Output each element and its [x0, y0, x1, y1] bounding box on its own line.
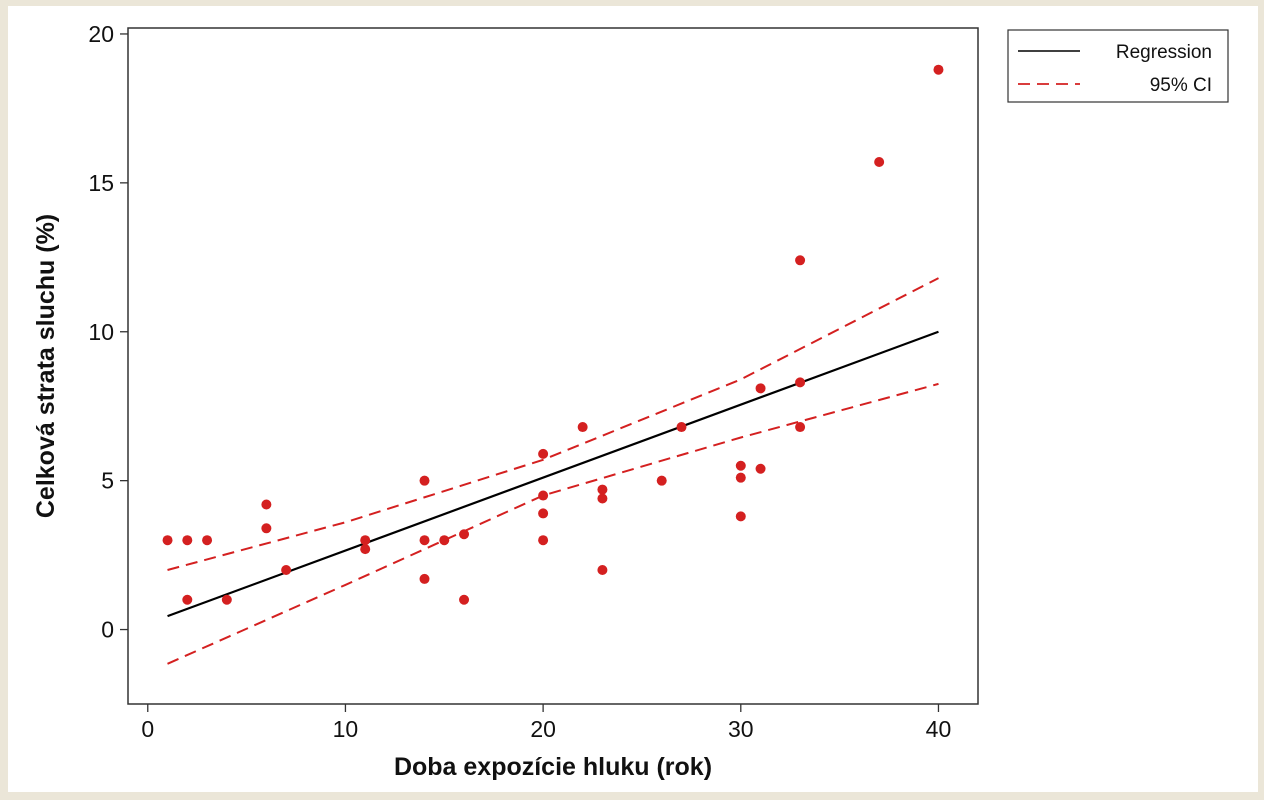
data-point: [202, 535, 213, 546]
data-point: [795, 377, 806, 388]
ci-upper-line: [167, 277, 939, 571]
data-point: [459, 529, 470, 540]
y-tick-label: 5: [101, 468, 114, 494]
data-point: [182, 535, 193, 546]
confidence-interval-lines: [167, 277, 939, 665]
x-axis-title: Doba expozície hluku (rok): [394, 753, 712, 781]
legend-ci-label: 95% CI: [1150, 75, 1212, 96]
data-point: [597, 484, 608, 495]
y-axis-title: Celková strata sluchu (%): [32, 214, 60, 518]
y-tick-label: 15: [88, 170, 114, 196]
data-point: [795, 255, 806, 266]
data-point: [221, 594, 232, 605]
data-point: [360, 535, 371, 546]
data-point: [538, 448, 549, 459]
data-points: [162, 64, 944, 605]
y-tick-label: 20: [88, 21, 114, 47]
data-point: [419, 475, 430, 486]
data-point: [795, 422, 806, 433]
data-point: [459, 594, 470, 605]
x-tick-label: 0: [141, 716, 154, 742]
data-point: [281, 564, 292, 575]
legend: Regression 95% CI: [1007, 29, 1229, 103]
data-point: [735, 460, 746, 471]
data-point: [656, 475, 667, 486]
data-point: [360, 544, 371, 555]
data-point: [597, 493, 608, 504]
data-point: [735, 472, 746, 483]
x-tick-label: 20: [530, 716, 556, 742]
data-point: [182, 594, 193, 605]
regression-line: [167, 330, 939, 618]
legend-box: [1007, 29, 1229, 103]
data-point: [261, 523, 272, 534]
data-point: [577, 422, 588, 433]
x-tick-label: 30: [728, 716, 754, 742]
data-point: [419, 535, 430, 546]
x-axis-ticks: 0 10 20 30 40: [141, 704, 951, 742]
data-point: [874, 157, 885, 168]
x-tick-label: 40: [926, 716, 952, 742]
x-tick-label: 10: [333, 716, 359, 742]
data-point: [162, 535, 173, 546]
data-point: [755, 383, 766, 394]
data-point: [597, 564, 608, 575]
y-axis-ticks: 0 5 10 15 20: [88, 21, 128, 643]
data-point: [419, 573, 430, 584]
data-point: [439, 535, 450, 546]
data-point: [735, 511, 746, 522]
data-point: [676, 422, 687, 433]
data-point: [933, 64, 944, 75]
legend-regression-label: Regression: [1116, 42, 1212, 63]
regression-line-group: [167, 330, 939, 618]
data-point: [538, 535, 549, 546]
plot-area: [127, 27, 979, 705]
ci-lower-line: [167, 382, 939, 665]
y-tick-label: 0: [101, 617, 114, 643]
data-point: [261, 499, 272, 510]
data-point: [755, 463, 766, 474]
data-point: [538, 508, 549, 519]
y-tick-label: 10: [88, 319, 114, 345]
data-point: [538, 490, 549, 501]
